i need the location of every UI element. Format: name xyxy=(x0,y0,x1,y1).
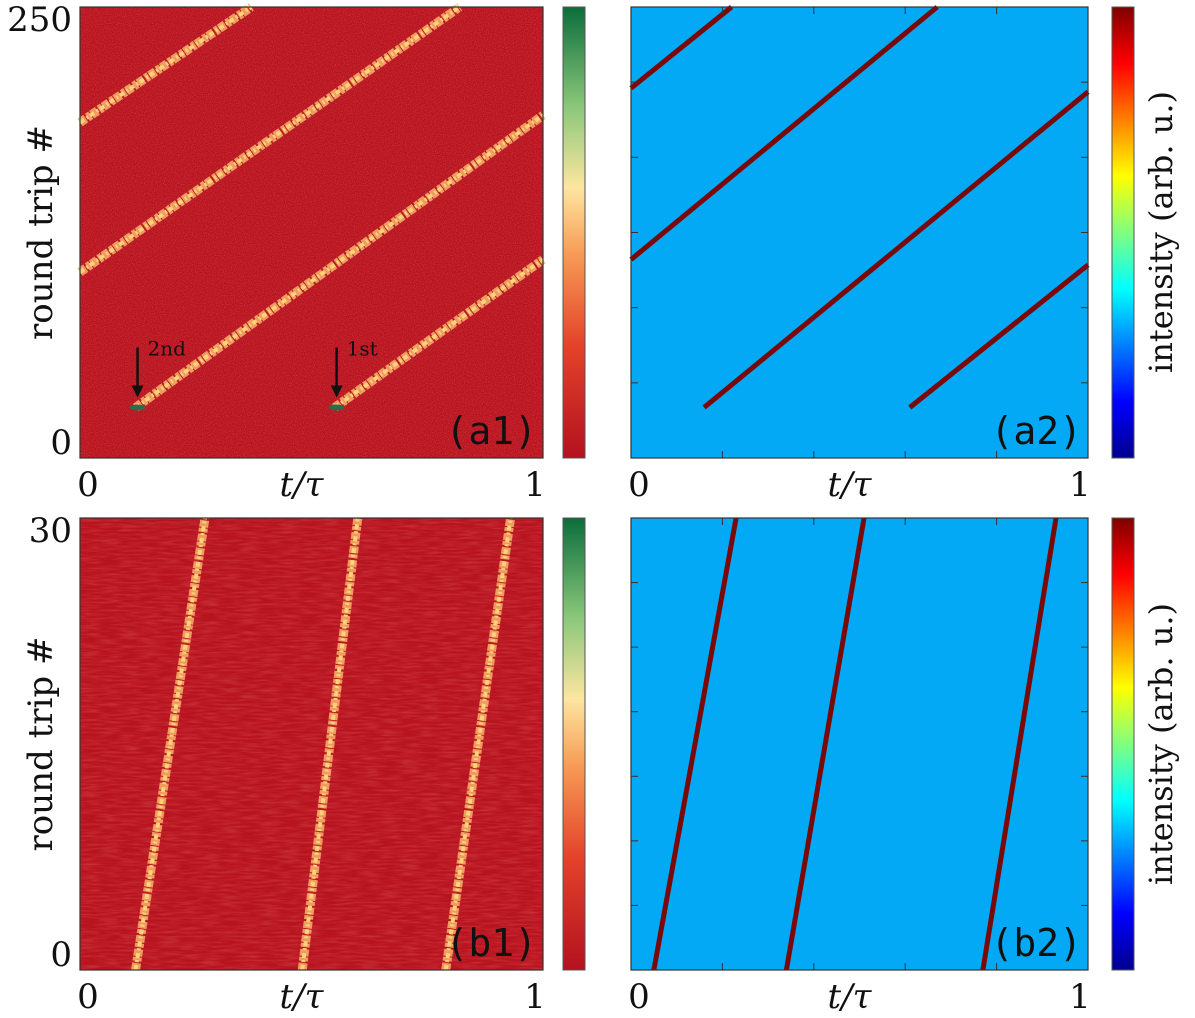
annotation-arrowhead xyxy=(131,385,144,398)
x-tick-label: 0 xyxy=(628,465,650,505)
colorbar-label: intensity (arb. u.) xyxy=(1142,603,1180,885)
soliton-trace-3 xyxy=(629,5,939,262)
soliton-trace-3 xyxy=(78,5,461,274)
x-tick-label: 0 xyxy=(77,977,99,1017)
seed-marker xyxy=(328,404,345,411)
y-axis-label: round trip # xyxy=(21,125,61,340)
soliton-trace-4 xyxy=(629,5,734,91)
colorbar xyxy=(1111,517,1135,971)
x-axis-label: t/τ xyxy=(280,977,325,1017)
soliton-trace-3 xyxy=(443,517,513,971)
heatmap-background xyxy=(631,518,1088,970)
panel-label: (b1) xyxy=(445,921,537,965)
y-tick-label: 0 xyxy=(50,935,72,975)
colorbar xyxy=(562,6,586,459)
plot-frame xyxy=(630,517,1089,971)
soliton-trace-2 xyxy=(783,517,867,971)
x-axis-label: t/τ xyxy=(828,465,873,505)
y-tick-label: 0 xyxy=(50,423,72,463)
soliton-trace-2 xyxy=(908,263,1090,410)
panel-b1: 0 1 t/τ 0 30 round trip # (b1) xyxy=(21,511,586,1017)
panel-b2: 0 1 t/τ (b2) intensity (arb. u.) xyxy=(628,517,1180,1017)
colorbar xyxy=(1111,6,1135,459)
heatmap-background xyxy=(631,7,1088,458)
soliton-trace-1 xyxy=(134,113,545,410)
x-axis-label: t/τ xyxy=(828,977,873,1017)
annotation-label: 1st xyxy=(347,336,378,360)
x-tick-label: 1 xyxy=(1069,977,1091,1017)
panel-label: (a2) xyxy=(990,409,1082,453)
panel-label: (a1) xyxy=(445,409,537,453)
annotation-arrowhead xyxy=(330,385,343,398)
x-tick-label: 1 xyxy=(524,977,546,1017)
colorbar xyxy=(562,517,586,971)
x-tick-label: 0 xyxy=(628,977,650,1017)
colorbar-label: intensity (arb. u.) xyxy=(1142,91,1180,373)
y-tick-label: 30 xyxy=(29,511,72,551)
annotation-label: 2nd xyxy=(148,336,187,360)
soliton-trace-2 xyxy=(333,257,545,410)
heatmap-noise xyxy=(80,7,543,458)
y-axis-label: round trip # xyxy=(21,637,61,852)
x-tick-label: 0 xyxy=(77,465,99,505)
seed-marker xyxy=(129,404,146,411)
x-tick-label: 1 xyxy=(1069,465,1091,505)
x-axis-label: t/τ xyxy=(280,465,325,505)
soliton-trace-2 xyxy=(300,517,360,971)
soliton-trace-3 xyxy=(980,517,1059,971)
plot-frame xyxy=(79,517,544,971)
soliton-trace-1 xyxy=(133,517,207,971)
panel-label: (b2) xyxy=(990,921,1082,965)
soliton-trace-1 xyxy=(651,517,739,971)
x-tick-label: 1 xyxy=(524,465,546,505)
soliton-trace-1 xyxy=(702,89,1090,410)
y-tick-label: 250 xyxy=(7,0,72,40)
plot-frame xyxy=(79,6,544,459)
soliton-trace-4 xyxy=(78,5,253,125)
panel-a1: 2nd 1st 0 1 t/τ 0 250 round trip # (a1) xyxy=(7,0,586,505)
panel-a2: 0 1 t/τ (a2) intensity (arb. u.) xyxy=(628,5,1180,505)
